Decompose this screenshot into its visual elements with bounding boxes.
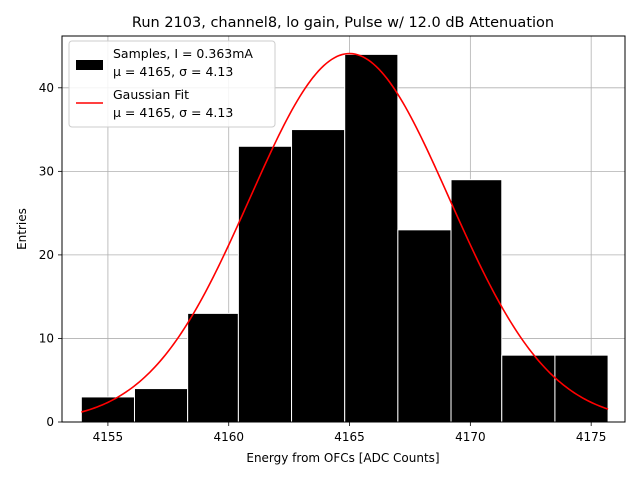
histogram-bar [554,354,609,423]
y-tick-label: 20 [39,248,54,262]
x-axis-ticks: 4155 4160 4165 4170 4175 [93,422,607,444]
y-tick-label: 40 [39,81,54,95]
histogram-bar [187,312,239,423]
x-tick-label: 4165 [334,430,365,444]
plot-frame [61,35,626,423]
x-tick-label: 4155 [93,430,124,444]
histogram-bar [397,229,452,423]
histogram-bar [133,388,189,423]
legend-fit-line1: Gaussian Fit [113,87,189,102]
x-tick-label: 4160 [213,430,244,444]
legend-fit-line2: μ = 4165, σ = 4.13 [113,105,233,120]
legend-box [68,40,276,128]
legend: Samples, I = 0.363mA μ = 4165, σ = 4.13 … [68,40,276,128]
x-tick-label: 4175 [576,430,607,444]
y-tick-label: 30 [39,164,54,178]
histogram-bar [450,179,503,423]
gaussian-fit-line [81,52,609,413]
y-axis-label: Entries [15,208,29,250]
x-axis-label: Energy from OFCs [ADC Counts] [246,451,439,465]
y-tick-label: 10 [39,331,54,345]
histogram-bar [237,145,293,423]
histogram-bar [291,129,346,423]
legend-samples-line2: μ = 4165, σ = 4.13 [113,64,233,79]
histogram-bar [344,53,399,423]
histogram-bar [501,354,556,423]
legend-samples-line1: Samples, I = 0.363mA [113,46,253,61]
chart-title: Run 2103, channel8, lo gain, Pulse w/ 12… [132,15,554,31]
legend-samples-swatch [76,60,103,70]
y-tick-label: 0 [46,415,54,429]
x-tick-label: 4170 [455,430,486,444]
y-axis-ticks: 0 10 20 30 40 [39,81,62,429]
